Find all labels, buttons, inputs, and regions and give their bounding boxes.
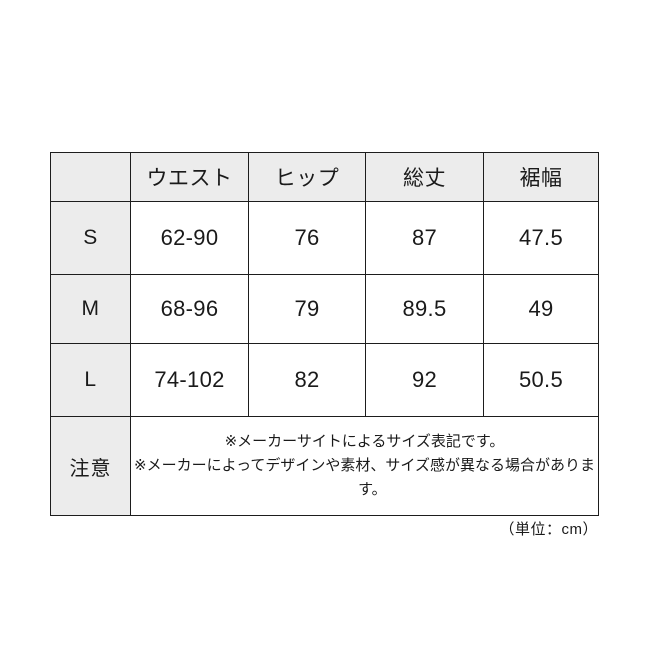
cell-l-length: 92 (365, 343, 484, 417)
cell-s-hip: 76 (248, 201, 366, 275)
header-waist: ウエスト (130, 152, 249, 202)
header-length: 総丈 (365, 152, 484, 202)
size-table: ウエスト ヒップ 総丈 裾幅 S 62-90 76 87 47.5 M 68-9… (50, 152, 599, 516)
table-row: S 62-90 76 87 47.5 (50, 201, 599, 275)
table-row: L 74-102 82 92 50.5 (50, 343, 599, 417)
cell-s-hem: 47.5 (483, 201, 599, 275)
note-label: 注意 (50, 416, 131, 516)
cell-l-hip: 82 (248, 343, 366, 417)
note-line-1: ※メーカーサイトによるサイズ表記です。 (224, 432, 505, 450)
header-corner-empty (50, 152, 131, 202)
note-body: ※メーカーサイトによるサイズ表記です。 ※メーカーによってデザインや素材、サイズ… (130, 416, 599, 516)
cell-m-hip: 79 (248, 274, 366, 344)
table-header: ウエスト ヒップ 総丈 裾幅 (50, 152, 599, 202)
table-row: M 68-96 79 89.5 49 (50, 274, 599, 344)
cell-m-waist: 68-96 (130, 274, 249, 344)
cell-m-hem: 49 (483, 274, 599, 344)
row-label-s: S (50, 201, 131, 275)
cell-s-waist: 62-90 (130, 201, 249, 275)
header-row: ウエスト ヒップ 総丈 裾幅 (50, 152, 599, 202)
cell-l-waist: 74-102 (130, 343, 249, 417)
cell-l-hem: 50.5 (483, 343, 599, 417)
header-hem: 裾幅 (483, 152, 599, 202)
row-label-m: M (50, 274, 131, 344)
table-body: S 62-90 76 87 47.5 M 68-96 79 89.5 49 L … (50, 201, 599, 516)
cell-s-length: 87 (365, 201, 484, 275)
unit-caption: （単位：cm） (499, 521, 598, 538)
note-line-2: ※メーカーによってデザインや素材、サイズ感が異なる場合があります。 (134, 456, 595, 499)
row-label-l: L (50, 343, 131, 417)
size-chart: ウエスト ヒップ 総丈 裾幅 S 62-90 76 87 47.5 M 68-9… (50, 152, 599, 516)
cell-m-length: 89.5 (365, 274, 484, 344)
note-row: 注意 ※メーカーサイトによるサイズ表記です。 ※メーカーによってデザインや素材、… (50, 416, 599, 516)
header-hip: ヒップ (248, 152, 366, 202)
